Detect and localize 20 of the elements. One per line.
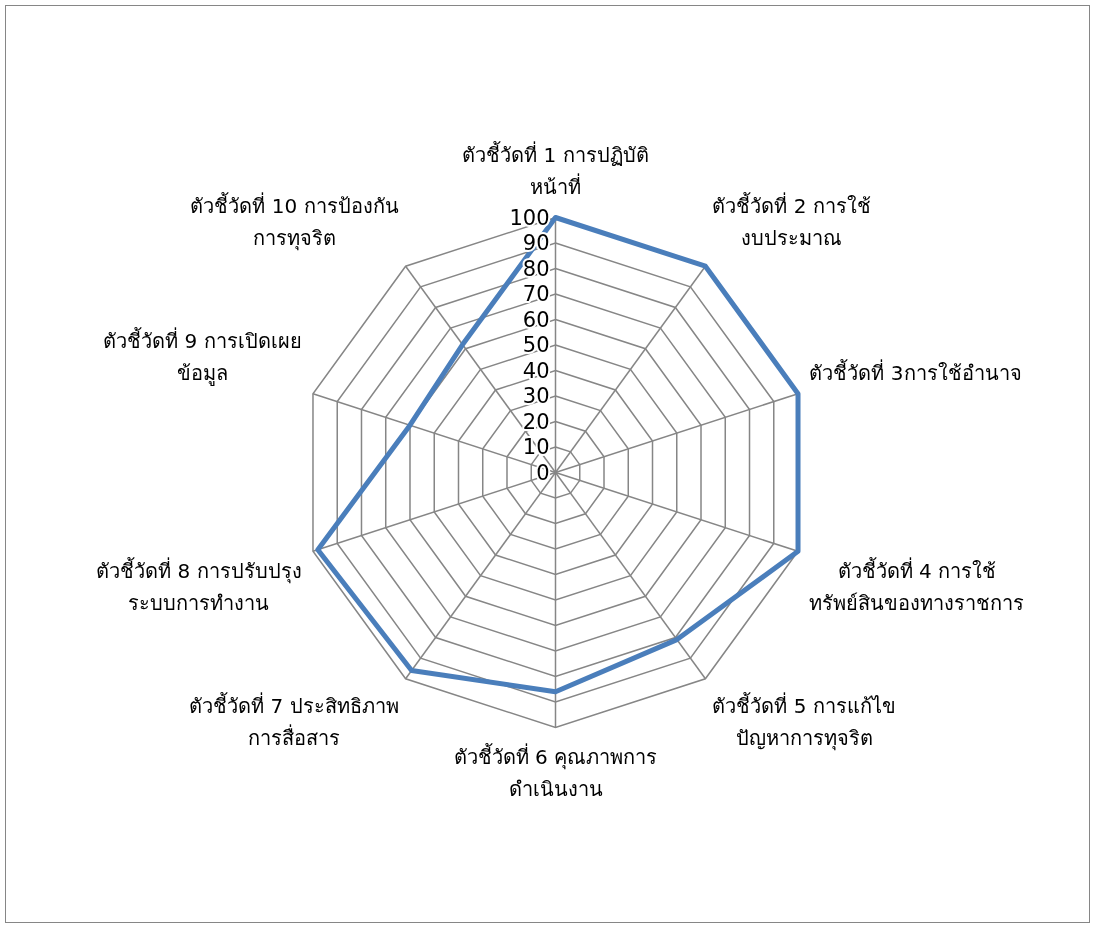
y-tick-label: 80 — [522, 256, 550, 281]
spoke-label: ตัวชี้วัดที่ 5 การแก้ไข ปัญหาการทุจริต — [712, 691, 896, 751]
y-tick-label: 30 — [522, 384, 550, 408]
spoke-label: ตัวชี้วัดที่ 8 การปรับปรุง ระบบการทำงาน — [96, 557, 302, 616]
spoke-label: ตัวชี้วัดที่ 9 การเปิดเผย ข้อมูล — [103, 326, 302, 386]
spoke-label: ตัวชี้วัดที่ 2 การใช้ งบประมาณ — [712, 192, 871, 251]
y-tick-label: 50 — [522, 333, 550, 357]
y-tick-label: 40 — [522, 358, 550, 383]
y-tick-label: 70 — [522, 282, 550, 306]
y-tick-label: 0 — [536, 460, 550, 485]
spoke-label: ตัวชี้วัดที่ 3การใช้อำนาจ — [809, 358, 1022, 385]
spoke-label: ตัวชี้วัดที่ 4 การใช้ ทรัพย์สินของทางราชการ — [809, 557, 1025, 616]
y-tick-label: 100 — [509, 205, 550, 230]
spoke-label: ตัวชี้วัดที่ 1 การปฏิบัติ หน้าที่ — [462, 140, 649, 199]
spoke-label: ตัวชี้วัดที่ 7 ประสิทธิภาพ การสื่อสาร — [189, 691, 399, 750]
y-tick-label: 10 — [522, 435, 550, 459]
y-tick-label: 60 — [522, 307, 550, 332]
spoke-label: ตัวชี้วัดที่ 6 คุณภาพการ ดำเนินงาน — [453, 742, 658, 801]
y-tick-label: 20 — [522, 409, 550, 434]
spoke-label: ตัวชี้วัดที่ 10 การป้องกัน การทุจริต — [190, 192, 399, 252]
